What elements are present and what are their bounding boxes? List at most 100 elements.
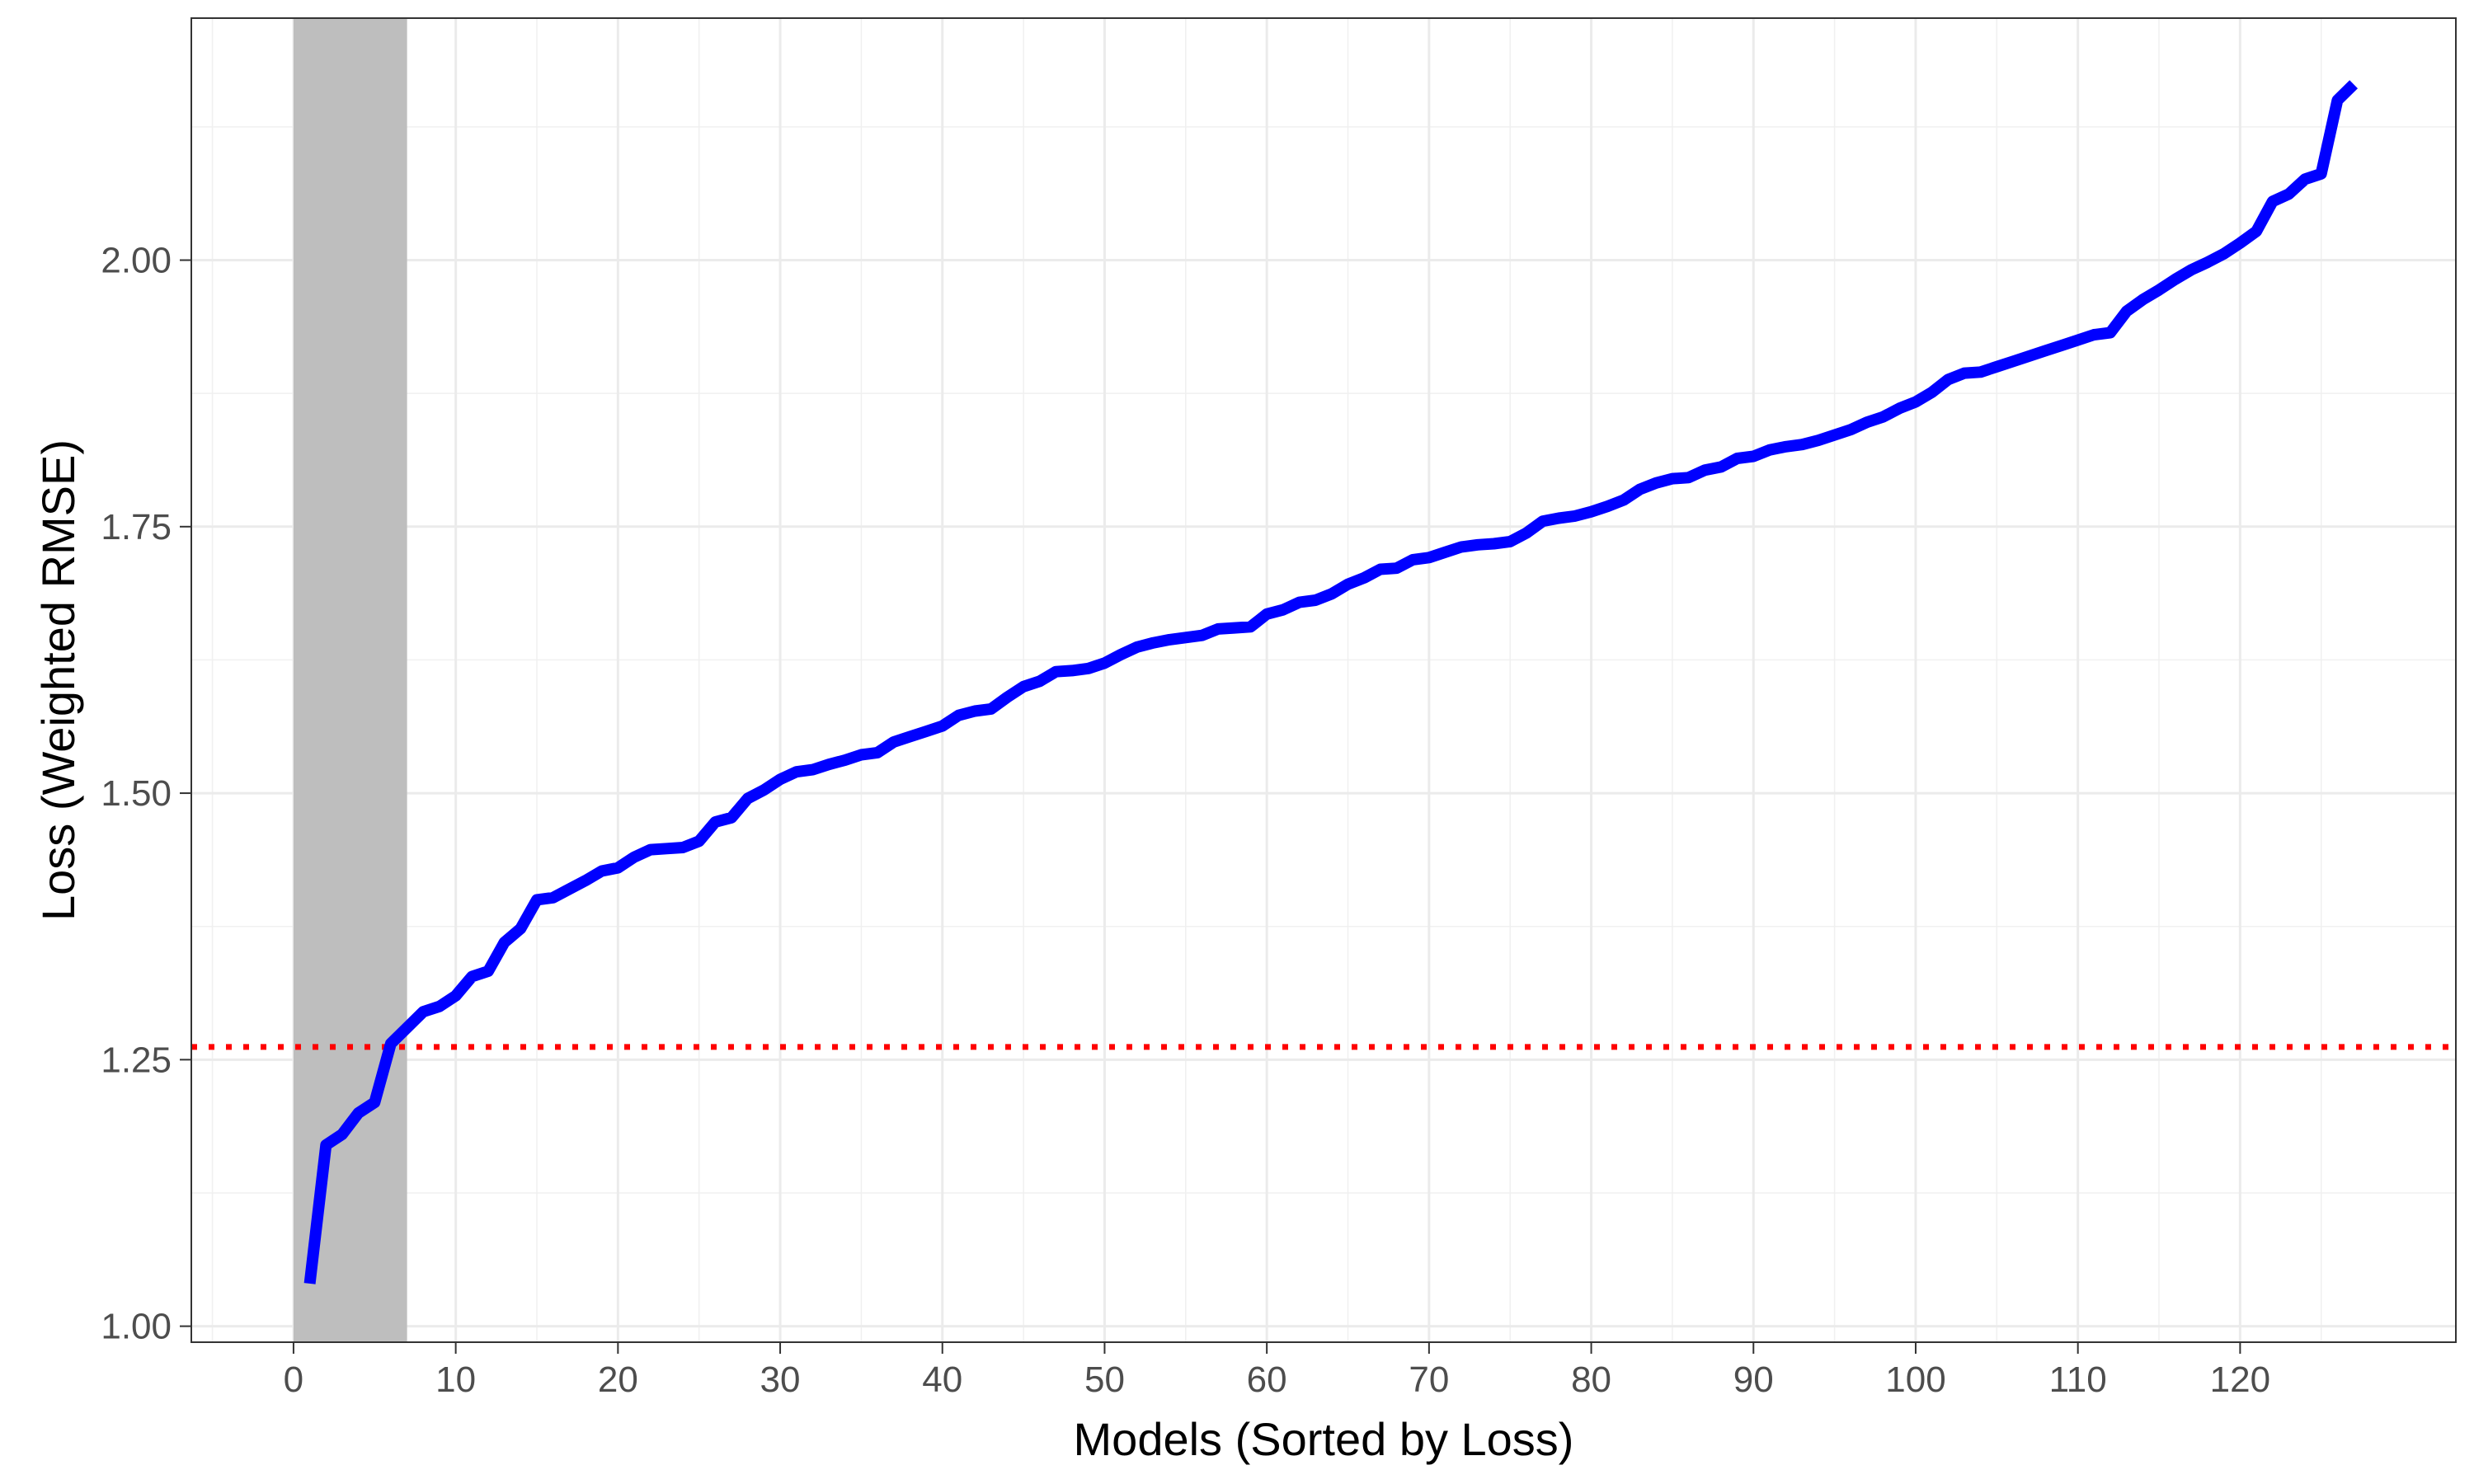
shaded-region-layer — [293, 18, 407, 1342]
gridlines — [191, 18, 2456, 1342]
data-point — [926, 731, 927, 732]
data-point — [1104, 663, 1105, 664]
axis-ticks — [180, 259, 2241, 1354]
data-point — [1639, 489, 1640, 490]
y-axis-title: Loss (Weighted RMSE) — [32, 439, 84, 921]
plot-panel-border — [190, 17, 2457, 1343]
x-tick-label: 0 — [284, 1360, 303, 1400]
data-point — [1039, 681, 1040, 682]
data-point — [1315, 600, 1316, 601]
axis-tick-labels: 0 10 20 30 40 50 60 70 80 90 100 110 120 1.00 1.25 1.50… — [101, 241, 2270, 1400]
data-point — [1299, 602, 1300, 603]
series-layer — [303, 80, 2359, 1284]
x-tick-label: 90 — [1733, 1360, 1774, 1400]
data-point — [1542, 521, 1543, 522]
data-point — [326, 1144, 327, 1145]
data-point — [1785, 446, 1786, 447]
data-point — [504, 942, 505, 943]
data-point — [2126, 311, 2127, 312]
data-point — [796, 772, 797, 773]
data-point — [893, 741, 894, 742]
data-point — [1510, 541, 1511, 542]
data-point — [439, 1006, 440, 1007]
y-tick-label: 1.25 — [101, 1040, 172, 1080]
series-line — [303, 80, 2359, 1284]
data-point — [666, 848, 667, 849]
data-point — [812, 769, 813, 770]
x-tick-label: 50 — [1084, 1360, 1125, 1400]
data-point — [2012, 361, 2013, 362]
data-point — [1218, 628, 1219, 629]
data-point — [780, 779, 781, 780]
shaded-region — [293, 18, 407, 1342]
data-point — [829, 764, 830, 765]
data-point — [1169, 639, 1170, 640]
data-point — [455, 995, 456, 996]
data-point — [1088, 668, 1089, 669]
data-point — [2305, 179, 2306, 180]
y-tick-label: 1.00 — [101, 1307, 172, 1347]
data-point — [2240, 242, 2241, 243]
data-point — [1234, 627, 1235, 628]
data-point — [1574, 515, 1575, 516]
data-point — [309, 1283, 310, 1284]
y-tick-label: 1.50 — [101, 773, 172, 814]
x-tick-label: 70 — [1409, 1360, 1449, 1400]
data-point — [844, 759, 845, 760]
data-point — [958, 715, 959, 716]
x-tick-label: 40 — [922, 1360, 962, 1400]
data-point — [1948, 379, 1949, 380]
data-point — [1153, 642, 1154, 643]
x-tick-label: 30 — [760, 1360, 801, 1400]
data-point — [1364, 577, 1365, 578]
data-point — [2288, 194, 2289, 195]
data-point — [520, 928, 521, 929]
data-point — [1136, 646, 1137, 647]
x-tick-label: 120 — [2210, 1360, 2270, 1400]
x-axis-title: Models (Sorted by Loss) — [1074, 1413, 1574, 1465]
data-point — [2110, 332, 2111, 333]
data-point — [2094, 335, 2095, 336]
data-point — [2159, 289, 2160, 290]
data-point — [698, 841, 699, 842]
data-point — [536, 899, 537, 900]
data-point — [2256, 231, 2257, 232]
data-point — [1493, 543, 1494, 544]
data-point — [374, 1102, 375, 1103]
x-tick-label: 100 — [1885, 1360, 1945, 1400]
data-point — [1428, 557, 1429, 558]
data-point — [650, 849, 651, 850]
data-point — [1072, 670, 1073, 671]
data-point — [1883, 416, 1884, 417]
data-point — [487, 971, 488, 972]
y-tick-label: 1.75 — [101, 507, 172, 547]
data-point — [1769, 449, 1770, 450]
data-point — [390, 1043, 391, 1044]
data-point — [2029, 355, 2030, 356]
data-point — [747, 798, 748, 799]
data-point — [2045, 350, 2046, 351]
data-point — [472, 976, 473, 977]
data-point — [1477, 544, 1478, 545]
data-point — [1753, 456, 1754, 457]
data-point — [1185, 637, 1186, 638]
data-point — [1980, 372, 1981, 373]
data-point — [2223, 253, 2224, 254]
data-point — [1396, 568, 1397, 569]
data-point — [1267, 613, 1268, 614]
plot-panel-background — [191, 18, 2456, 1342]
data-point — [990, 708, 991, 709]
data-point — [1899, 408, 1900, 409]
data-point — [1688, 477, 1689, 478]
data-point — [715, 821, 716, 822]
data-point — [731, 817, 732, 818]
data-point — [1834, 434, 1835, 435]
data-point — [861, 754, 862, 755]
data-point — [1802, 444, 1803, 445]
data-point — [1656, 482, 1657, 483]
y-tick-label: 2.00 — [101, 241, 172, 281]
data-point — [1023, 686, 1024, 687]
data-point — [2272, 201, 2273, 202]
